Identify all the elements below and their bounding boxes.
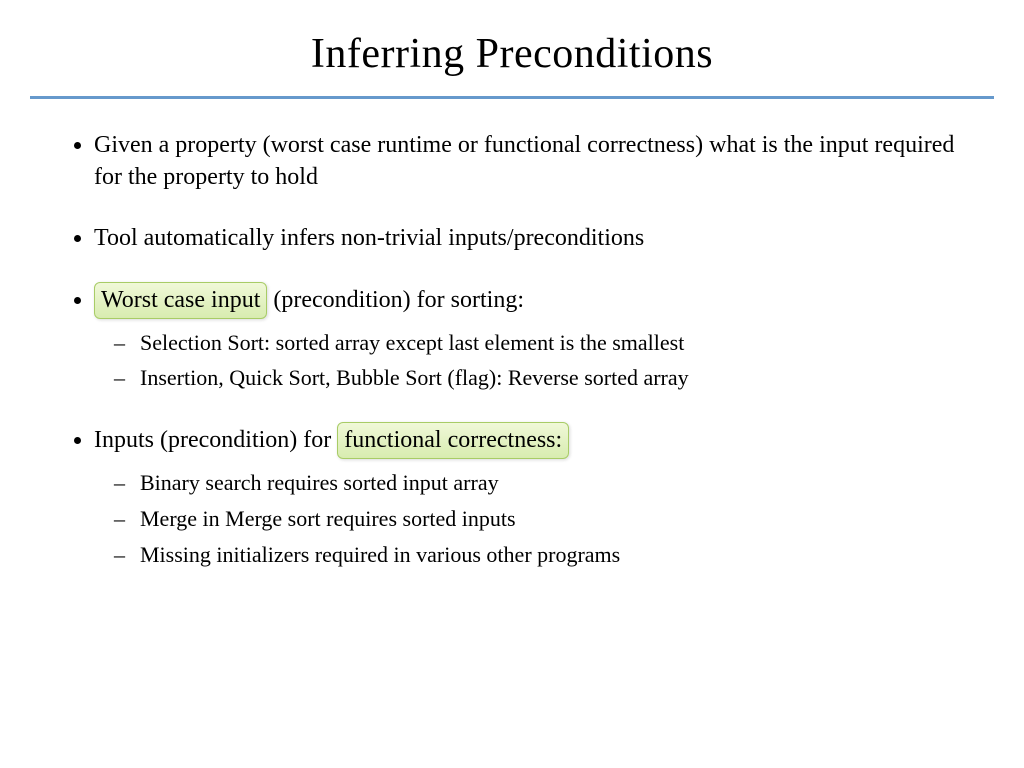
bullet-text: Inputs (precondition) for [94, 427, 337, 453]
sub-item: Missing initializers required in various… [140, 539, 964, 571]
sub-list: Binary search requires sorted input arra… [94, 467, 964, 571]
bullet-3: Worst case input (precondition) for sort… [94, 282, 964, 394]
bullet-text: (precondition) for sorting: [267, 287, 524, 313]
bullet-1: Given a property (worst case runtime or … [94, 129, 964, 194]
highlight-worst-case: Worst case input [94, 282, 267, 318]
slide: Inferring Preconditions Given a property… [0, 0, 1024, 768]
bullet-list: Given a property (worst case runtime or … [60, 129, 964, 570]
sub-list: Selection Sort: sorted array except last… [94, 327, 964, 395]
title-rule [30, 96, 994, 99]
sub-item: Merge in Merge sort requires sorted inpu… [140, 503, 964, 535]
bullet-text: Tool automatically infers non-trivial in… [94, 225, 644, 251]
bullet-4: Inputs (precondition) for functional cor… [94, 422, 964, 570]
highlight-functional-correctness: functional correctness: [337, 422, 569, 458]
bullet-text: Given a property (worst case runtime or … [94, 132, 954, 190]
sub-item: Binary search requires sorted input arra… [140, 467, 964, 499]
sub-item: Insertion, Quick Sort, Bubble Sort (flag… [140, 362, 964, 394]
sub-item: Selection Sort: sorted array except last… [140, 327, 964, 359]
bullet-2: Tool automatically infers non-trivial in… [94, 222, 964, 254]
slide-title: Inferring Preconditions [60, 30, 964, 78]
